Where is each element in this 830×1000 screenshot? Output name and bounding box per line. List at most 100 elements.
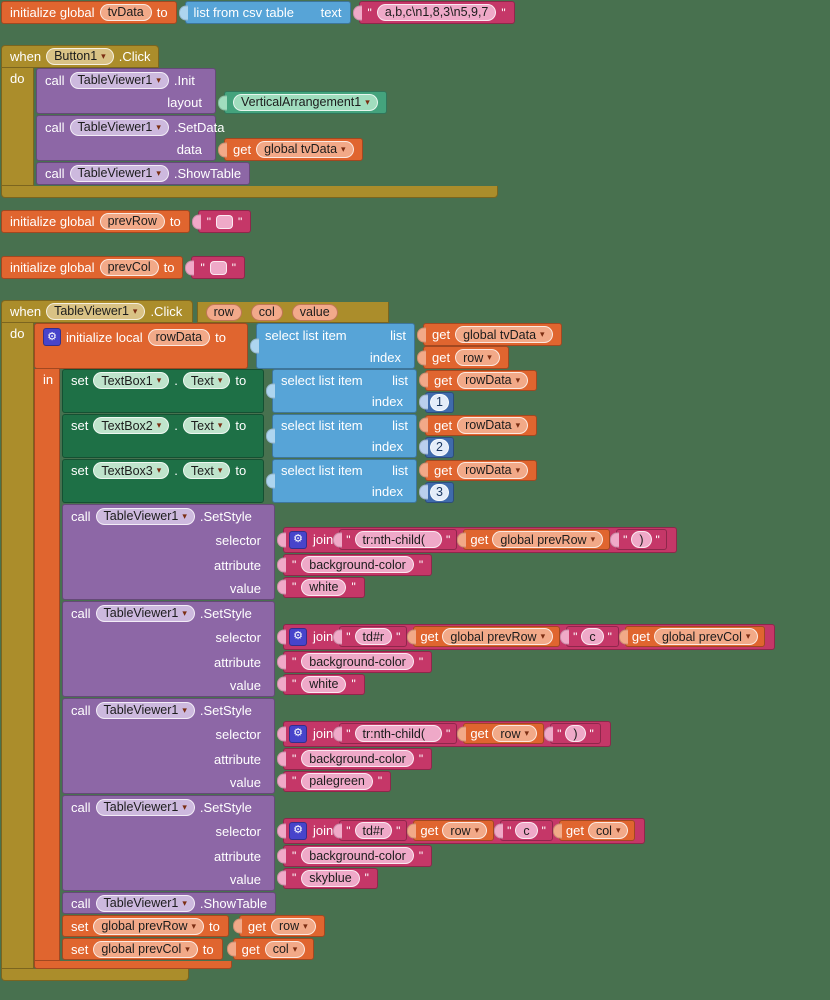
text-field[interactable]: background-color: [301, 653, 414, 671]
text-field[interactable]: [216, 214, 233, 229]
set-textbox3-text-block[interactable]: set TextBox3 ▾ . Text ▾ to: [62, 459, 775, 504]
text-block[interactable]: " c ": [566, 626, 619, 648]
variable-dropdown[interactable]: row ▾: [455, 349, 500, 367]
get-block[interactable]: get row ▾: [423, 346, 509, 370]
component-dropdown[interactable]: VerticalArrangement1 ▾: [233, 94, 378, 111]
number-field[interactable]: 2: [430, 438, 449, 456]
variable-name-field[interactable]: prevRow: [99, 213, 165, 230]
text-field[interactable]: background-color: [301, 750, 414, 768]
component-dropdown[interactable]: TableViewer1 ▾: [95, 798, 195, 816]
text-field[interactable]: white: [301, 578, 347, 596]
variable-dropdown[interactable]: global prevCol ▾: [93, 940, 198, 958]
select-list-item-block[interactable]: select list item list index get: [272, 459, 538, 504]
variable-dropdown[interactable]: global prevRow ▾: [93, 917, 205, 935]
get-block[interactable]: get global prevCol ▾: [624, 626, 766, 648]
mutator-gear-icon[interactable]: ⚙: [289, 821, 307, 840]
text-block[interactable]: " td#r ": [339, 820, 408, 842]
list-from-csv-table-block[interactable]: list from csv table text: [184, 1, 351, 24]
text-block[interactable]: " white ": [283, 576, 365, 598]
get-block[interactable]: get global tvData ▾: [423, 323, 562, 347]
param-pill-value[interactable]: value: [291, 303, 338, 321]
text-block[interactable]: " tr:nth-child( ": [339, 529, 458, 551]
initialize-global-header[interactable]: initialize global prevRow to: [1, 210, 190, 233]
property-dropdown[interactable]: Text ▾: [182, 462, 231, 480]
text-block[interactable]: " skyblue ": [283, 867, 378, 889]
call-showtable-block[interactable]: call TableViewer1 ▾ .ShowTable: [62, 892, 277, 915]
component-dropdown[interactable]: TableViewer1 ▾: [69, 71, 169, 89]
initialize-local-header[interactable]: ⚙ initialize local rowData to: [34, 323, 248, 370]
text-field[interactable]: tr:nth-child(: [354, 531, 443, 549]
join-block[interactable]: ⚙ join " td#r " get globa: [283, 623, 776, 650]
variable-dropdown[interactable]: col ▾: [264, 940, 306, 958]
text-block[interactable]: " c ": [500, 820, 553, 842]
get-block[interactable]: get row ▾: [463, 723, 545, 745]
text-field[interactable]: c: [581, 628, 604, 646]
component-dropdown[interactable]: TableViewer1 ▾: [95, 507, 195, 525]
set-global-prevrow-block[interactable]: set global prevRow ▾ to get row ▾: [62, 915, 775, 938]
get-block[interactable]: get global prevRow ▾: [413, 626, 561, 648]
get-block[interactable]: get col ▾: [232, 938, 315, 961]
csv-text-block[interactable]: " a,b,c\n1,8,3\n5,9,7 ": [358, 1, 515, 24]
text-block[interactable]: " ) ": [550, 723, 601, 745]
variable-dropdown[interactable]: global prevCol ▾: [653, 628, 759, 646]
text-field[interactable]: white: [301, 675, 347, 693]
set-global-prevcol-block[interactable]: set global prevCol ▾ to get col ▾: [62, 938, 775, 961]
initialize-global-prevrow-block[interactable]: initialize global prevRow to " ": [1, 210, 252, 233]
number-field[interactable]: 1: [430, 393, 449, 411]
set-variable-header[interactable]: set global prevCol ▾ to: [62, 938, 223, 961]
component-dropdown[interactable]: TextBox1 ▾: [93, 372, 170, 390]
call-setstyle-block-4[interactable]: call TableViewer1 ▾ .SetStyle selector at…: [62, 795, 775, 892]
param-pill-col[interactable]: col: [250, 303, 283, 321]
variable-dropdown[interactable]: global tvData ▾: [455, 326, 553, 344]
variable-dropdown[interactable]: rowData ▾: [457, 416, 529, 434]
call-setstyle-block-2[interactable]: call TableViewer1 ▾ .SetStyle selector at…: [62, 601, 776, 698]
mutator-gear-icon[interactable]: ⚙: [289, 627, 307, 646]
component-dropdown[interactable]: TableViewer1 ▾: [69, 118, 169, 136]
join-block[interactable]: ⚙ join " tr:nth-child( " get: [283, 526, 677, 553]
text-field[interactable]: tr:nth-child(: [354, 725, 443, 743]
text-field[interactable]: a,b,c\n1,8,3\n5,9,7: [376, 4, 497, 21]
get-block[interactable]: get rowData ▾: [425, 414, 538, 436]
property-dropdown[interactable]: Text ▾: [182, 372, 231, 390]
text-block[interactable]: " palegreen ": [283, 770, 392, 792]
empty-text-block[interactable]: " ": [197, 210, 252, 233]
text-block[interactable]: " background-color ": [283, 747, 433, 770]
variable-dropdown[interactable]: row ▾: [442, 822, 488, 840]
text-field[interactable]: ): [565, 725, 586, 743]
join-block[interactable]: ⚙ join " tr:nth-child( " get: [283, 720, 611, 747]
text-field[interactable]: [209, 260, 227, 275]
text-block[interactable]: " tr:nth-child( ": [339, 723, 458, 745]
number-block[interactable]: 3: [425, 481, 454, 503]
component-dropdown[interactable]: TextBox3 ▾: [93, 462, 170, 480]
when-tableviewer1-click-block[interactable]: when TableViewer1 ▾ .Click row col value …: [1, 300, 776, 982]
mutator-gear-icon[interactable]: ⚙: [289, 724, 307, 743]
get-block[interactable]: get row ▾: [413, 820, 495, 842]
variable-dropdown[interactable]: rowData ▾: [457, 371, 529, 389]
call-showtable-block[interactable]: call TableViewer1 ▾ .ShowTable: [36, 162, 251, 185]
text-block[interactable]: " ) ": [616, 529, 667, 551]
get-block[interactable]: get rowData ▾: [425, 369, 538, 391]
component-dropdown[interactable]: TableViewer1 ▾: [69, 165, 169, 182]
set-textbox1-text-block[interactable]: set TextBox1 ▾ . Text ▾ to: [62, 369, 775, 414]
text-field[interactable]: background-color: [301, 847, 414, 865]
variable-dropdown[interactable]: global prevRow ▾: [492, 531, 604, 549]
event-header[interactable]: when Button1 ▾ .Click: [1, 45, 160, 68]
text-field[interactable]: skyblue: [301, 869, 360, 887]
call-setstyle-block-3[interactable]: call TableViewer1 ▾ .SetStyle selector at…: [62, 698, 775, 795]
variable-dropdown[interactable]: global tvData ▾: [256, 141, 354, 158]
component-dropdown[interactable]: TableViewer1 ▾: [95, 894, 195, 912]
text-block[interactable]: " white ": [283, 673, 365, 695]
component-dropdown[interactable]: TextBox2 ▾: [93, 417, 170, 435]
variable-name-field[interactable]: prevCol: [99, 259, 159, 276]
select-list-item-block[interactable]: select list item list index get global t…: [256, 323, 562, 370]
call-setstyle-block-1[interactable]: call TableViewer1 ▾ .SetStyle selector at…: [62, 504, 775, 601]
number-field[interactable]: 3: [430, 483, 449, 501]
variable-name-field[interactable]: tvData: [99, 4, 152, 21]
vertical-arrangement-block[interactable]: VerticalArrangement1 ▾: [224, 91, 387, 114]
select-list-item-block[interactable]: select list item list index get: [272, 369, 538, 414]
select-list-item-block[interactable]: select list item list index get: [272, 414, 538, 459]
call-setdata-block[interactable]: call TableViewer1 ▾ .SetData data get glo…: [36, 115, 387, 161]
initialize-global-header[interactable]: initialize global tvData to: [1, 1, 177, 24]
text-field[interactable]: td#r: [354, 628, 393, 646]
variable-dropdown[interactable]: row ▾: [492, 725, 538, 743]
